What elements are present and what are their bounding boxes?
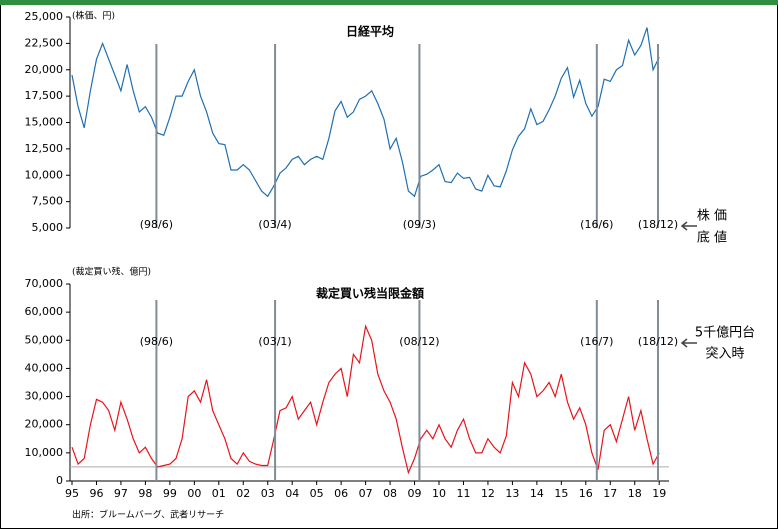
arrow bbox=[680, 338, 697, 348]
top-band bbox=[0, 0, 778, 5]
y-tick-label: 70,000 bbox=[25, 277, 64, 290]
x-tick-label: 06 bbox=[334, 487, 348, 500]
marker-label: (16/7) bbox=[580, 335, 613, 348]
x-tick-label: 16 bbox=[579, 487, 593, 500]
x-tick-label: 13 bbox=[505, 487, 519, 500]
x-tick-label: 18 bbox=[628, 487, 642, 500]
marker-label: (18/12) bbox=[638, 335, 678, 348]
y-tick-label: 10,000 bbox=[25, 446, 64, 459]
x-tick-label: 01 bbox=[212, 487, 226, 500]
y-tick-label: 17,500 bbox=[25, 89, 64, 102]
marker-label: (08/12) bbox=[399, 335, 439, 348]
y-tick-label: 20,000 bbox=[25, 418, 64, 431]
x-tick-label: 99 bbox=[163, 487, 177, 500]
y-tick-label: 40,000 bbox=[25, 361, 64, 374]
y-tick-label: 50,000 bbox=[25, 333, 64, 346]
marker-label: (03/4) bbox=[258, 218, 291, 231]
data-line bbox=[71, 324, 660, 475]
marker-label: (98/6) bbox=[140, 335, 173, 348]
x-tick-label: 03 bbox=[261, 487, 275, 500]
chart-title: 裁定買い残当限金額 bbox=[316, 286, 424, 301]
x-tick-label: 95 bbox=[65, 487, 79, 500]
unit-label: (裁定買い残、億円) bbox=[72, 266, 151, 278]
y-tick-label: 25,000 bbox=[25, 10, 64, 23]
unit-label: (株価、円) bbox=[72, 10, 115, 22]
x-tick-label: 17 bbox=[603, 487, 617, 500]
y-tick-label: 10,000 bbox=[25, 168, 64, 181]
y-tick-label: 12,500 bbox=[25, 142, 64, 155]
y-tick-label: 20,000 bbox=[25, 63, 64, 76]
x-tick-label: 10 bbox=[432, 487, 446, 500]
x-tick-label: 97 bbox=[114, 487, 128, 500]
y-tick-label: 5,000 bbox=[32, 221, 64, 234]
x-tick-label: 98 bbox=[138, 487, 152, 500]
x-tick-label: 96 bbox=[89, 487, 103, 500]
y-tick-label: 22,500 bbox=[25, 36, 64, 49]
x-tick-label: 14 bbox=[530, 487, 544, 500]
x-tick-label: 04 bbox=[285, 487, 299, 500]
marker-label: (18/12) bbox=[638, 218, 678, 231]
y-tick-label: 60,000 bbox=[25, 305, 64, 318]
side-note: 底 値 bbox=[697, 230, 727, 246]
y-tick-label: 15,000 bbox=[25, 116, 64, 129]
x-tick-label: 05 bbox=[310, 487, 324, 500]
y-tick-label: 0 bbox=[56, 474, 63, 487]
x-tick-label: 02 bbox=[236, 487, 250, 500]
side-note: 5千億円台 bbox=[695, 325, 755, 341]
x-tick-label: 15 bbox=[554, 487, 568, 500]
x-tick-label: 12 bbox=[481, 487, 495, 500]
marker-label: (16/6) bbox=[580, 218, 613, 231]
marker-label: (03/1) bbox=[258, 335, 291, 348]
data-line bbox=[71, 27, 660, 198]
marker-label: (98/6) bbox=[140, 218, 173, 231]
y-tick-label: 7,500 bbox=[32, 195, 64, 208]
arrow bbox=[680, 221, 697, 231]
chart-title: 日経平均 bbox=[346, 24, 394, 39]
source: 出所：ブルームバーグ、武者リサーチ bbox=[72, 509, 224, 521]
x-tick-label: 08 bbox=[383, 487, 397, 500]
marker-label: (09/3) bbox=[403, 218, 436, 231]
y-tick-label: 30,000 bbox=[25, 390, 64, 403]
x-tick-label: 19 bbox=[652, 487, 666, 500]
x-tick-label: 09 bbox=[408, 487, 422, 500]
x-tick-label: 07 bbox=[359, 487, 373, 500]
side-note: 株 価 bbox=[697, 209, 727, 224]
x-tick-label: 00 bbox=[187, 487, 201, 500]
x-tick-label: 11 bbox=[456, 487, 470, 500]
side-note: 突入時 bbox=[705, 346, 744, 362]
